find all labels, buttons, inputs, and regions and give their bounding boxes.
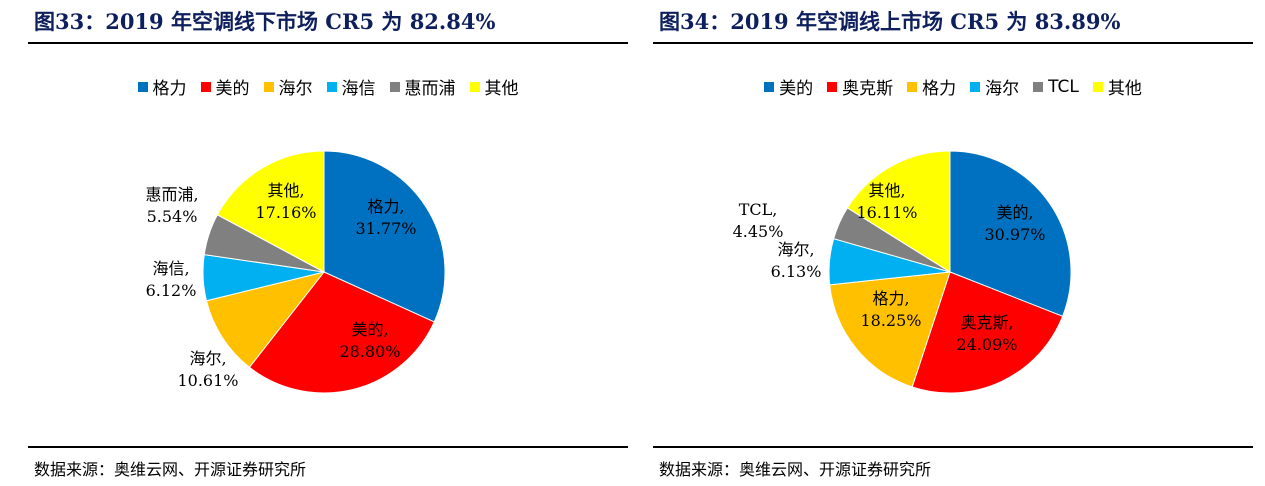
figure-33-title: 图33：2019 年空调线下市场 CR5 为 82.84% [34,9,496,34]
legend-swatch [389,81,400,92]
pie-slice [216,150,325,273]
pie-data-label: 其他, 16.11% [856,181,917,222]
figure-34-panel: 图34：2019 年空调线上市场 CR5 为 83.89% 美的 奥克斯 格力 … [653,0,1253,486]
figure-34-top-rule [653,42,1253,44]
legend-swatch [1033,81,1044,92]
legend-item: 其他 [469,74,519,99]
pie-slice [248,271,435,394]
pie-data-label: 格力, 31.77% [355,197,416,238]
pie-data-label: 惠而浦, 5.54% [145,185,198,226]
legend-swatch [764,81,775,92]
pie-data-label: 格力, 18.25% [860,289,921,330]
legend-swatch [137,81,148,92]
legend-label: 格力 [152,79,187,99]
pie-slice [949,150,1072,317]
legend-item: 海信 [326,74,376,99]
pie-slice [911,271,1064,394]
figure-33-bottom-rule [28,446,628,448]
legend-item: 海尔 [263,74,313,99]
legend-swatch [1092,81,1103,92]
pie-data-label: 美的, 28.80% [339,320,400,361]
figure-33-source: 数据来源：奥维云网、开源证券研究所 [34,460,307,479]
pie-slice [829,271,951,388]
pie-slice [323,150,446,323]
pie-data-label: TCL, 4.45% [733,200,784,241]
legend-label: TCL [1048,76,1079,97]
figure-33-pie-chart: 格力, 31.77% 美的, 28.80% 海尔, 10.61% 海信, 6.12% 惠而浦, 5… [145,150,446,394]
legend-item: 美的 [764,74,813,99]
pie-data-label: 海尔, 10.61% [177,349,238,390]
legend-swatch [200,81,211,92]
pie-slice [846,150,951,273]
legend-label: 美的 [215,79,250,99]
legend-label: 海信 [341,79,376,99]
legend-item: 奥克斯 [827,74,893,99]
figure-34-legend: 美的 奥克斯 格力 海尔 TCL 其他 [653,74,1253,99]
pie-data-label: 奥克斯, 24.09% [956,313,1017,354]
pie-data-label: 海信, 6.12% [146,259,197,300]
figure-33-panel: 图33：2019 年空调线下市场 CR5 为 82.84% 格力 美的 海尔 海… [28,0,628,486]
legend-label: 海尔 [278,79,313,99]
pie-data-label: 海尔, 6.13% [771,240,822,281]
legend-item: 海尔 [970,74,1019,99]
legend-label: 美的 [779,79,814,99]
figure-34-pie-chart: 美的, 30.97% 奥克斯, 24.09% 格力, 18.25% 海尔, 6.13%TCL,… [733,150,1072,394]
figure-34-title: 图34：2019 年空调线上市场 CR5 为 83.89% [659,9,1121,34]
legend-swatch [827,81,838,92]
legend-label: 其他 [1107,79,1142,99]
pie-slice [205,271,326,368]
legend-item: 美的 [200,74,250,99]
legend-swatch [907,81,918,92]
legend-label: 格力 [922,79,957,99]
legend-label: 奥克斯 [842,79,894,99]
legend-item: 其他 [1092,74,1142,99]
pie-data-label: 美的, 30.97% [984,203,1045,244]
figure-34-bottom-rule [653,446,1253,448]
figure-33-top-rule [28,42,628,44]
legend-item: 惠而浦 [389,74,456,99]
legend-swatch [263,81,274,92]
legend-swatch [970,81,981,92]
legend-label: 海尔 [985,79,1020,99]
legend-item: 格力 [137,74,187,99]
figure-33-legend: 格力 美的 海尔 海信 惠而浦 其他 [28,74,628,99]
pie-data-label: 其他, 17.16% [255,181,316,222]
legend-item: TCL [1033,74,1079,99]
legend-item: 格力 [907,74,956,99]
legend-swatch [469,81,480,92]
legend-swatch [326,81,337,92]
figure-34-source: 数据来源：奥维云网、开源证券研究所 [659,460,932,479]
legend-label: 其他 [484,79,519,99]
legend-label: 惠而浦 [404,79,456,99]
